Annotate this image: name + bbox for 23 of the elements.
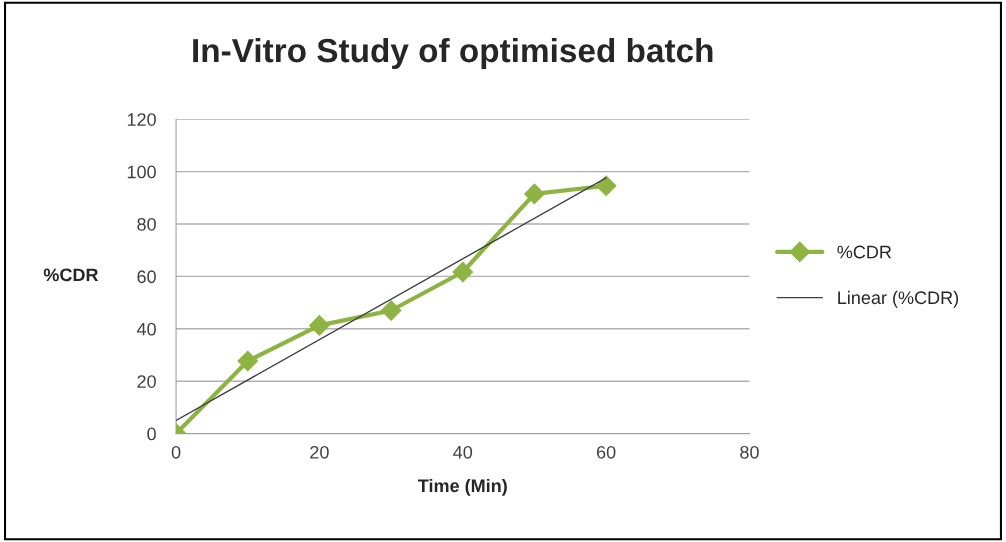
point: [524, 183, 545, 205]
point: [452, 261, 474, 283]
x-axis-title: Time (Min): [417, 478, 507, 496]
chart-title: In-Vitro Study of optimised batch: [193, 37, 713, 70]
point: [380, 300, 402, 321]
y-tick-label: 0: [147, 427, 156, 441]
y-tick-label: 40: [136, 322, 156, 336]
x-tick-label: 0: [171, 445, 181, 459]
legend-label: %CDR: [837, 245, 892, 259]
y-tick-label: 20: [137, 375, 156, 388]
y-tick-label: 80: [137, 217, 156, 231]
point: [237, 350, 259, 372]
x-tick-label: 20: [310, 445, 329, 459]
point: [595, 175, 617, 197]
y-axis-title: %CDR: [43, 268, 99, 282]
x-tick-label: 60: [596, 445, 616, 459]
x-tick-label: 80: [740, 445, 759, 459]
x-tick-label: 40: [453, 445, 473, 459]
point: [309, 315, 330, 336]
y-tick-label: 120: [127, 113, 156, 126]
y-tick-label: 60: [137, 270, 156, 284]
legend-label: Linear (%CDR): [838, 290, 959, 308]
y-tick-label: 100: [127, 165, 156, 179]
